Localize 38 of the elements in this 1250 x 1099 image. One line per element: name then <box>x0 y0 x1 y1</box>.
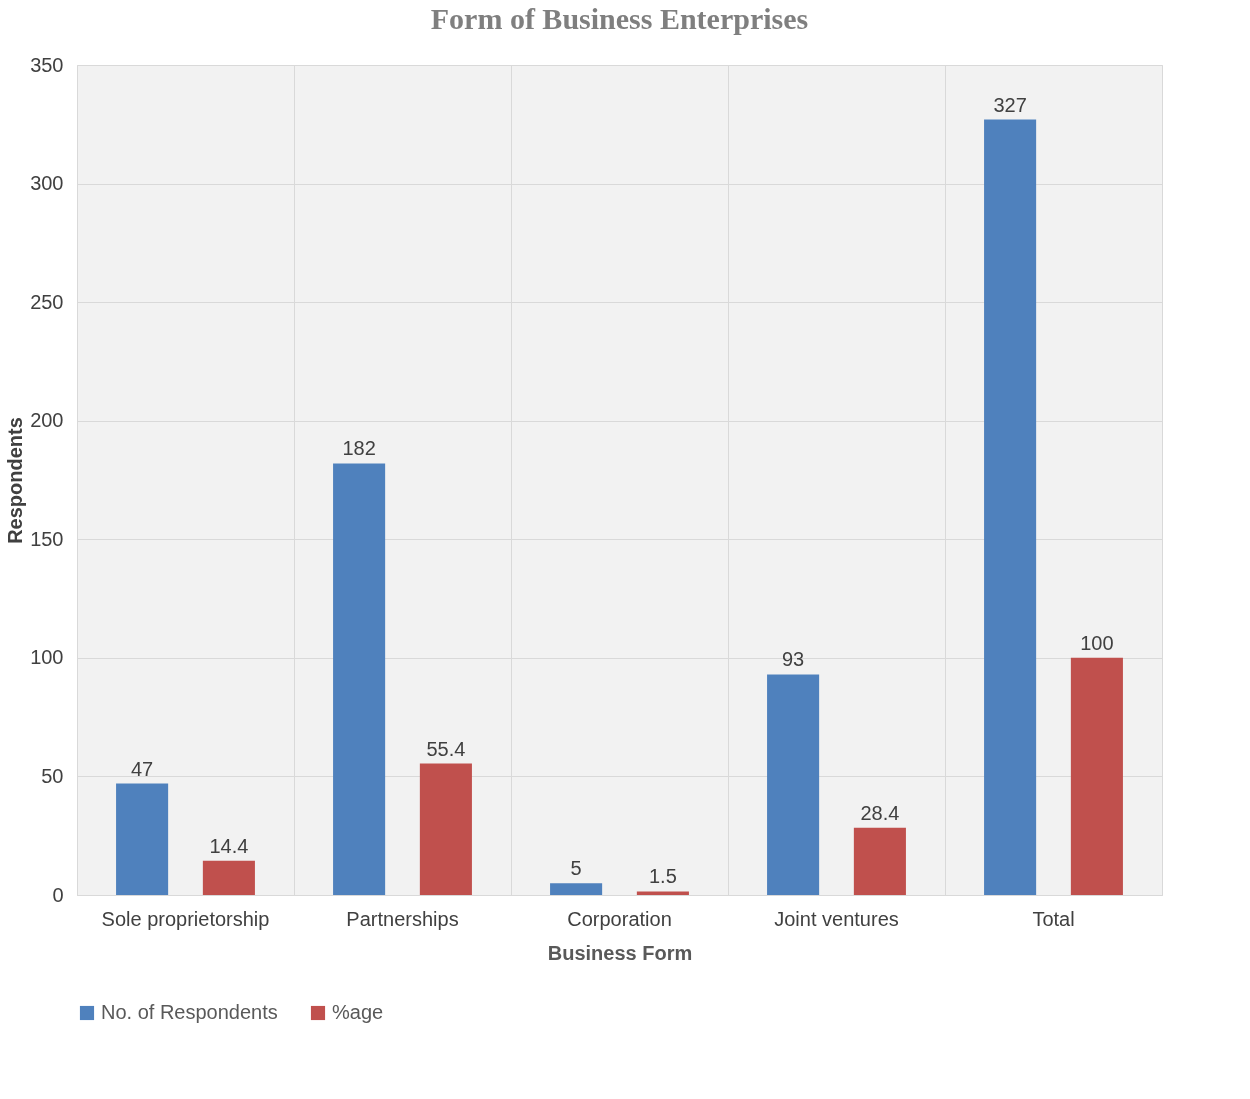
y-tick-label: 200 <box>30 409 64 432</box>
bar <box>636 891 689 895</box>
data-label: 327 <box>993 93 1027 116</box>
bar <box>767 674 820 895</box>
data-label: 28.4 <box>860 801 900 824</box>
bar <box>202 860 255 895</box>
y-tick-label: 300 <box>30 172 64 195</box>
bar <box>116 783 169 895</box>
bar <box>419 763 472 895</box>
y-tick-label: 150 <box>30 527 64 550</box>
y-tick-label: 100 <box>30 646 64 669</box>
data-label: 93 <box>781 648 805 671</box>
x-tick-label: Joint ventures <box>774 907 899 930</box>
y-tick-label: 50 <box>41 764 64 787</box>
bar <box>1070 657 1123 895</box>
data-label: 5 <box>570 857 582 880</box>
y-tick-label: 250 <box>30 290 64 313</box>
data-label: 14.4 <box>209 834 249 857</box>
x-tick-label: Partnerships <box>346 907 459 930</box>
data-label: 55.4 <box>426 737 466 760</box>
x-axis-title: Business Form <box>547 941 693 964</box>
y-tick-label: 350 <box>30 53 64 76</box>
bar <box>853 827 906 895</box>
data-label: 1.5 <box>648 865 677 888</box>
chart-title: Form of Business Enterprises <box>430 2 809 35</box>
x-tick-label: Total <box>1032 907 1075 930</box>
legend-label: %age <box>332 1001 384 1023</box>
bar <box>550 883 603 895</box>
y-axis-title: Respondents <box>4 417 27 544</box>
legend-label: No. of Respondents <box>101 1001 278 1023</box>
x-tick-label: Corporation <box>567 907 672 930</box>
bar <box>333 463 386 895</box>
bar <box>984 119 1037 895</box>
data-label: 47 <box>130 757 154 780</box>
x-tick-label: Sole proprietorship <box>101 907 270 930</box>
y-tick-label: 0 <box>52 883 64 906</box>
data-label: 100 <box>1080 631 1114 654</box>
data-label: 182 <box>342 437 376 460</box>
